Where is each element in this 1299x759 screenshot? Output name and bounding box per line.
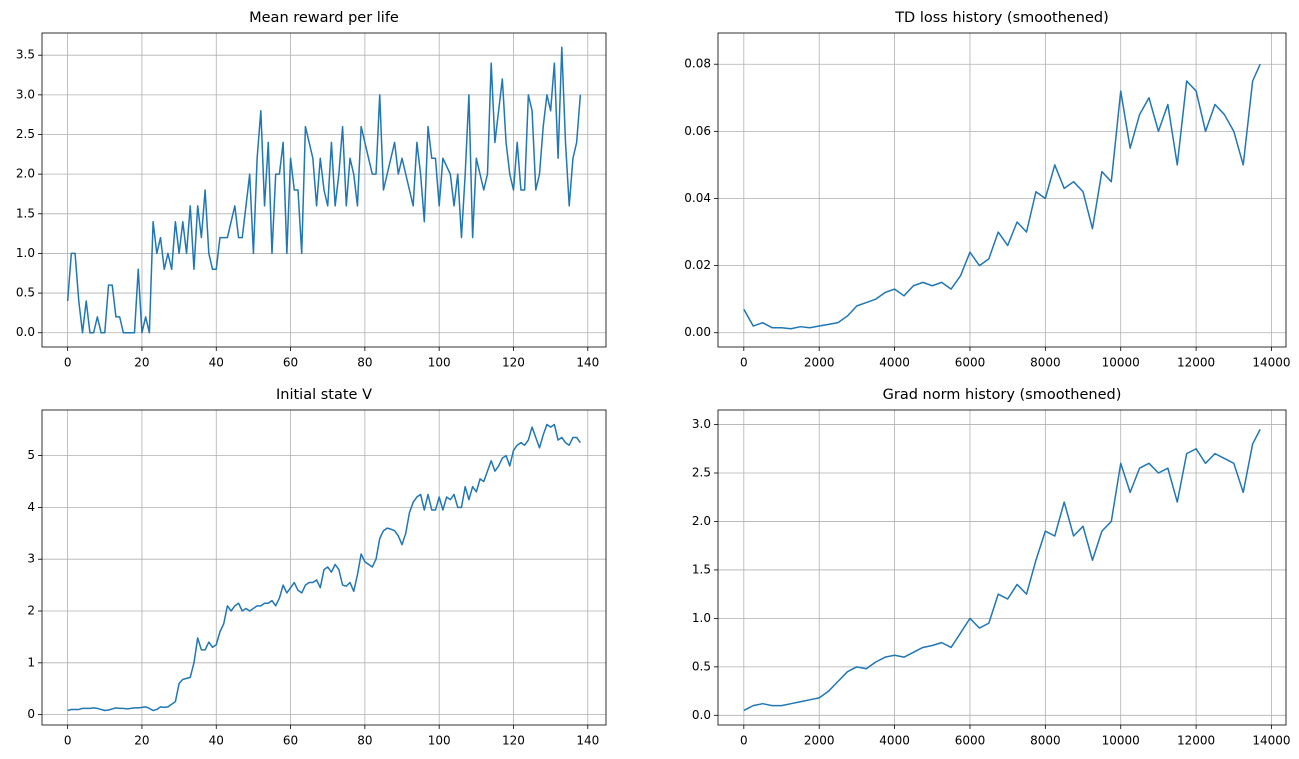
y-tick-label: 0.5 <box>16 286 35 300</box>
data-line <box>66 46 582 334</box>
axes-frame <box>717 32 1287 348</box>
y-tick-label: 5 <box>27 448 35 462</box>
x-tick-label: 140 <box>576 356 599 370</box>
y-tick-label: 1.5 <box>692 562 711 576</box>
y-tick-label: 4 <box>27 500 35 514</box>
x-tick-label: 120 <box>502 356 525 370</box>
x-tick-label: 40 <box>209 734 224 748</box>
y-tick-label: 1.0 <box>16 246 35 260</box>
chart-title: Grad norm history (smoothened) <box>883 387 1122 403</box>
x-tick-label: 10000 <box>1102 734 1140 748</box>
axes-frame <box>41 409 607 726</box>
x-tick-label: 0 <box>64 734 72 748</box>
x-tick-label: 6000 <box>955 734 986 748</box>
x-tick-label: 12000 <box>1177 356 1215 370</box>
x-tick-label: 14000 <box>1252 356 1290 370</box>
x-tick-label: 40 <box>209 356 224 370</box>
x-tick-label: 0 <box>740 356 748 370</box>
x-tick-label: 0 <box>64 356 72 370</box>
x-tick-label: 4000 <box>879 356 910 370</box>
y-tick-label: 2.5 <box>692 466 711 480</box>
x-tick-label: 80 <box>357 734 372 748</box>
y-tick-label: 0.08 <box>684 57 711 71</box>
x-tick-label: 120 <box>502 734 525 748</box>
y-tick-label: 0.0 <box>16 325 35 339</box>
chart-title: Mean reward per life <box>249 10 399 26</box>
data-line <box>67 423 581 712</box>
x-tick-label: 8000 <box>1030 356 1061 370</box>
y-tick-label: 3.0 <box>16 87 35 101</box>
x-tick-label: 60 <box>283 356 298 370</box>
x-tick-label: 100 <box>428 356 451 370</box>
x-tick-label: 8000 <box>1030 734 1061 748</box>
y-tick-label: 3.0 <box>692 417 711 431</box>
x-tick-label: 2000 <box>804 356 835 370</box>
y-tick-label: 0.0 <box>692 708 711 722</box>
x-tick-label: 6000 <box>955 356 986 370</box>
y-tick-label: 2.0 <box>16 167 35 181</box>
x-tick-label: 20 <box>134 356 149 370</box>
chart-title: TD loss history (smoothened) <box>894 10 1109 26</box>
y-tick-label: 1 <box>27 655 35 669</box>
x-tick-label: 140 <box>576 734 599 748</box>
y-tick-label: 0.02 <box>684 258 711 272</box>
x-tick-label: 14000 <box>1252 734 1290 748</box>
x-tick-label: 4000 <box>879 734 910 748</box>
x-tick-label: 80 <box>357 356 372 370</box>
y-tick-label: 0.5 <box>692 659 711 673</box>
y-tick-label: 0.00 <box>684 325 711 339</box>
y-tick-label: 2.0 <box>692 514 711 528</box>
x-tick-label: 10000 <box>1102 356 1140 370</box>
y-tick-label: 2.5 <box>16 127 35 141</box>
y-tick-label: 2 <box>27 604 35 618</box>
y-tick-label: 3 <box>27 552 35 566</box>
y-tick-label: 0.04 <box>684 191 711 205</box>
y-tick-label: 0.06 <box>684 124 711 138</box>
axes-frame <box>717 409 1287 726</box>
y-tick-label: 3.5 <box>16 48 35 62</box>
x-tick-label: 20 <box>134 734 149 748</box>
y-tick-label: 0 <box>27 707 35 721</box>
data-line <box>743 63 1261 330</box>
x-tick-label: 2000 <box>804 734 835 748</box>
data-line <box>743 429 1261 712</box>
x-tick-label: 0 <box>740 734 748 748</box>
chart-title: Initial state V <box>276 387 372 403</box>
y-tick-label: 1.0 <box>692 611 711 625</box>
axes-frame <box>41 32 607 348</box>
y-tick-label: 1.5 <box>16 206 35 220</box>
x-tick-label: 12000 <box>1177 734 1215 748</box>
x-tick-label: 100 <box>428 734 451 748</box>
x-tick-label: 60 <box>283 734 298 748</box>
